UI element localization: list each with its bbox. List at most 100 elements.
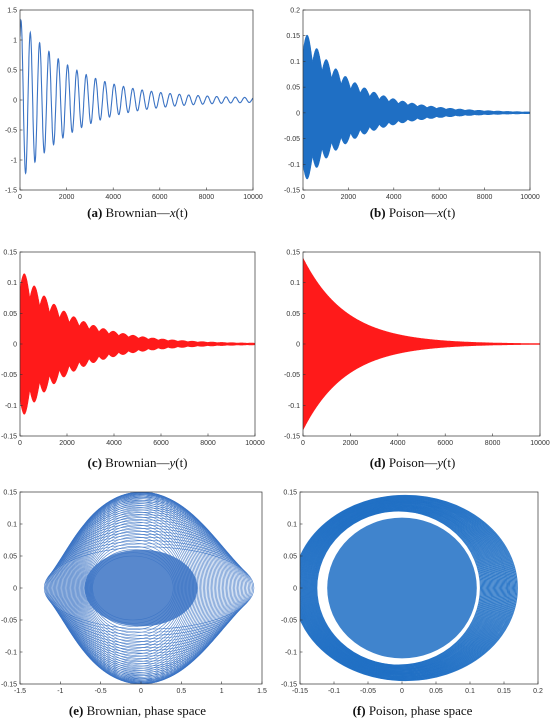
caption-b: (b) Poison—x(t) xyxy=(275,205,550,221)
caption-f-label: (f) xyxy=(352,703,366,718)
xtick-label-e-1: -1 xyxy=(57,688,63,695)
chart-a: 0 2000 4000 6000 8000 10000 -1.5 -1 -0.5 0 0.5 1 1.5 xyxy=(5,8,263,202)
ytick-label-d-5: 0.1 xyxy=(290,280,300,287)
caption-a: (a) Brownian—x(t) xyxy=(0,205,275,221)
xtick-label-c-0: 0 xyxy=(18,440,22,447)
ytick-label-e-4: 0.05 xyxy=(3,554,17,561)
xtick-label-d-2: 4000 xyxy=(390,440,406,447)
orbit-e-35 xyxy=(63,493,222,683)
caption-d-var: y xyxy=(437,455,444,470)
caption-d: (d) Poison—y(t) xyxy=(275,455,550,471)
caption-e-text: Brownian, phase space xyxy=(86,703,207,718)
xtick-label-e-3: 0 xyxy=(139,688,143,695)
orbit-e-23 xyxy=(73,496,206,680)
ytick-label-b-4: 0.05 xyxy=(286,85,300,92)
band-b xyxy=(303,34,530,180)
ytick-label-f-6: 0.15 xyxy=(283,490,297,497)
ytick-label-b-7: 0.2 xyxy=(290,8,300,15)
caption-b-text: Poison— xyxy=(388,205,438,220)
core-f xyxy=(327,517,477,659)
xtick-label-f-1: -0.1 xyxy=(328,688,340,695)
caption-a-var: x xyxy=(169,205,176,220)
chart-f: -0.15 -0.1 -0.05 0 0.05 0.1 0.15 0.2 -0.15 -0.1 -0… xyxy=(281,490,543,696)
ytick-label-c-2: -0.05 xyxy=(1,372,17,379)
orbit-e-34 xyxy=(64,492,221,684)
orbit-e-39 xyxy=(60,497,227,679)
ytick-label-c-5: 0.1 xyxy=(7,280,17,287)
orbit-e-22 xyxy=(74,498,204,678)
orbit-e-57 xyxy=(45,540,252,636)
orbit-e-56 xyxy=(46,537,251,639)
caption-a-arg: (t) xyxy=(175,205,188,220)
ytick-label-a-1: -1 xyxy=(11,158,17,165)
panel-e: -1.5 -1 -0.5 0 0.5 1 1.5 -0.15 -0.1 -0.05 0 0.05 0.1… xyxy=(0,484,275,726)
xtick-label-a-4: 8000 xyxy=(199,194,215,201)
xtick-label-d-0: 0 xyxy=(301,440,305,447)
xtick-label-c-1: 2000 xyxy=(59,440,75,447)
ytick-label-c-6: 0.15 xyxy=(3,250,17,257)
ytick-label-e-2: -0.05 xyxy=(1,618,17,625)
xtick-label-c-2: 4000 xyxy=(106,440,122,447)
orbit-e-44 xyxy=(56,505,234,671)
orbit-e-59 xyxy=(43,546,255,630)
ytick-label-a-2: -0.5 xyxy=(5,128,17,135)
ytick-label-f-2: -0.05 xyxy=(281,618,297,625)
ytick-label-c-4: 0.05 xyxy=(3,311,17,318)
ytick-label-e-6: 0.15 xyxy=(3,490,17,497)
band-c xyxy=(20,273,255,415)
orbit-e-36 xyxy=(62,493,223,683)
caption-b-var: x xyxy=(437,205,444,220)
orbit-e-21 xyxy=(75,499,203,677)
series-a xyxy=(20,18,253,175)
chart-c: 0 2000 4000 6000 8000 10000 -0.15 -0.1 -0.05 0 0.0… xyxy=(1,250,265,448)
chart-d: 0 2000 4000 6000 8000 10000 -0.15 -0.1 -0.05 0 0.0… xyxy=(284,250,550,448)
axes-frame-a xyxy=(19,9,254,191)
caption-d-text: Poison— xyxy=(388,455,438,470)
series-d xyxy=(303,257,540,431)
xtick-label-f-7: 0.2 xyxy=(533,688,543,695)
orbit-e-46 xyxy=(54,509,237,667)
xtick-label-a-1: 2000 xyxy=(59,194,75,201)
xtick-label-d-3: 6000 xyxy=(437,440,453,447)
caption-d-arg: (t) xyxy=(443,455,456,470)
xtick-label-d-5: 10000 xyxy=(530,440,550,447)
ytick-label-e-5: 0.1 xyxy=(7,522,17,529)
series-e xyxy=(43,492,255,684)
orbit-e-41 xyxy=(58,499,230,677)
xtick-label-b-3: 6000 xyxy=(431,194,447,201)
series-c xyxy=(20,273,255,415)
orbit-e-52 xyxy=(49,525,245,651)
orbit-e-47 xyxy=(53,511,238,665)
xtick-label-c-4: 8000 xyxy=(200,440,216,447)
caption-e-label: (e) xyxy=(68,703,84,718)
caption-c-arg: (t) xyxy=(175,455,188,470)
caption-b-arg: (t) xyxy=(443,205,456,220)
ytick-label-b-5: 0.1 xyxy=(290,59,300,66)
caption-d-label: (d) xyxy=(369,455,386,470)
xtick-label-c-3: 6000 xyxy=(153,440,169,447)
orbit-e-58 xyxy=(44,543,253,633)
panel-a: 0 2000 4000 6000 8000 10000 -1.5 -1 -0.5 0 0.5 1 1.5… xyxy=(0,0,275,242)
xtick-label-f-4: 0.05 xyxy=(429,688,443,695)
orbit-e-18 xyxy=(77,504,199,672)
xtick-label-d-4: 8000 xyxy=(485,440,501,447)
orbit-e-48 xyxy=(52,514,240,662)
orbit-e-19 xyxy=(76,503,200,673)
ytick-label-d-6: 0.15 xyxy=(286,250,300,257)
ytick-label-c-3: 0 xyxy=(13,342,17,349)
caption-c: (c) Brownian—y(t) xyxy=(0,455,275,471)
xtick-label-e-4: 0.5 xyxy=(176,688,186,695)
caption-a-label: (a) xyxy=(87,205,103,220)
xtick-label-f-0: -0.15 xyxy=(292,688,308,695)
xtick-label-b-1: 2000 xyxy=(341,194,357,201)
ytick-label-d-1: -0.1 xyxy=(288,403,300,410)
ytick-label-b-2: -0.05 xyxy=(284,136,300,143)
ytick-label-f-0: -0.15 xyxy=(281,682,297,689)
ytick-label-a-0: -1.5 xyxy=(5,188,17,195)
caption-f: (f) Poison, phase space xyxy=(275,703,550,719)
xtick-label-f-3: 0 xyxy=(400,688,404,695)
panel-f: -0.15 -0.1 -0.05 0 0.05 0.1 0.15 0.2 -0.15 -0.1 -0… xyxy=(275,484,550,726)
orbit-e-50 xyxy=(51,519,242,657)
ytick-label-d-3: 0 xyxy=(296,342,300,349)
xtick-label-a-3: 6000 xyxy=(152,194,168,201)
